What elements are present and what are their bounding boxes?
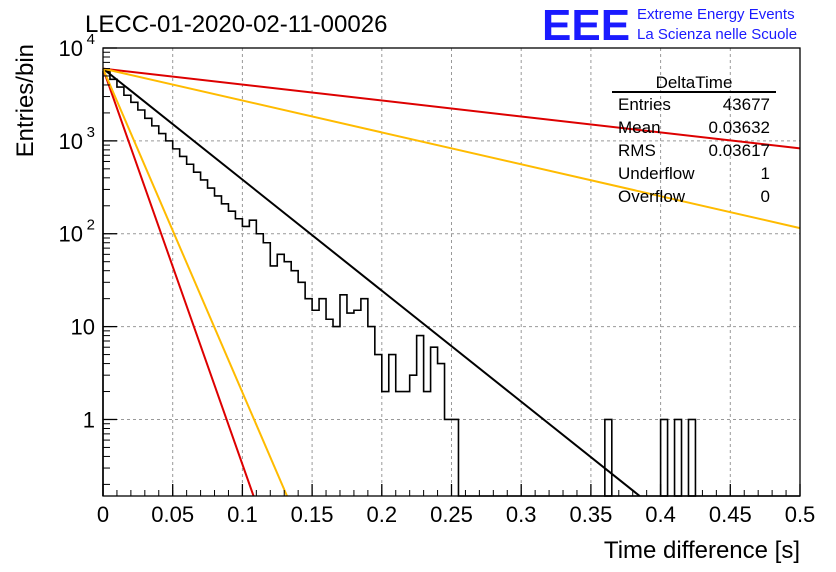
eee-logo: EEE Extreme Energy Events La Scienza nel…	[542, 1, 797, 50]
stats-value-underflow: 1	[761, 164, 770, 183]
x-tick-label: 0.15	[291, 502, 334, 527]
fit-line	[102, 68, 288, 497]
y-tick-exponent: 4	[87, 31, 95, 48]
y-tick-label: 10	[59, 129, 83, 154]
fit-line	[102, 67, 641, 497]
y-tick-label: 1	[83, 407, 95, 432]
logo-line-2: La Scienza nelle Scuole	[637, 26, 797, 43]
histogram-bar	[604, 418, 613, 497]
y-tick-label: 10	[59, 36, 83, 61]
stats-label-rms: RMS	[618, 141, 656, 160]
histogram-bar	[659, 418, 669, 497]
logo-eee-text: EEE	[542, 1, 630, 50]
x-tick-label: 0.35	[569, 502, 612, 527]
y-axis-label: Entries/bin	[12, 44, 39, 157]
x-tick-label: 0	[97, 502, 109, 527]
stats-label-underflow: Underflow	[618, 164, 695, 183]
x-tick-label: 0.45	[709, 502, 752, 527]
stats-value-rms: 0.03617	[709, 141, 770, 160]
fit-lines	[102, 67, 801, 497]
x-tick-label: 0.05	[151, 502, 194, 527]
histogram-bar	[687, 418, 697, 497]
x-tick-label: 0.25	[430, 502, 473, 527]
y-tick-label: 10	[71, 315, 95, 340]
stats-value-mean: 0.03632	[709, 118, 770, 137]
histogram-bar	[673, 418, 683, 497]
stats-title: DeltaTime	[656, 73, 733, 92]
x-axis-label: Time difference [s]	[604, 537, 800, 564]
y-tick-exponent: 3	[87, 124, 95, 141]
chart-title: LECC-01-2020-02-11-00026	[85, 11, 387, 38]
stats-box: DeltaTime Entries 43677 Mean 0.03632 RMS…	[612, 73, 776, 206]
x-tick-label: 0.3	[506, 502, 537, 527]
y-tick-label: 10	[59, 222, 83, 247]
axes: 0 0.05 0.1 0.15 0.2 0.25 0.3 0.35 0.4 0.45 0.51101…	[59, 31, 816, 527]
stats-label-entries: Entries	[618, 95, 671, 114]
x-tick-label: 0.4	[645, 502, 676, 527]
stats-value-entries: 43677	[723, 95, 770, 114]
x-tick-label: 0.1	[227, 502, 258, 527]
stats-label-overflow: Overflow	[618, 187, 686, 206]
logo-line-1: Extreme Energy Events	[637, 6, 795, 23]
stats-value-overflow: 0	[761, 187, 770, 206]
x-tick-label: 0.5	[785, 502, 816, 527]
grid	[103, 48, 800, 496]
fit-line	[102, 67, 801, 230]
fit-line	[102, 68, 255, 497]
fit-line	[102, 67, 801, 150]
x-tick-label: 0.2	[367, 502, 398, 527]
stats-label-mean: Mean	[618, 118, 661, 137]
y-tick-exponent: 2	[87, 217, 95, 234]
